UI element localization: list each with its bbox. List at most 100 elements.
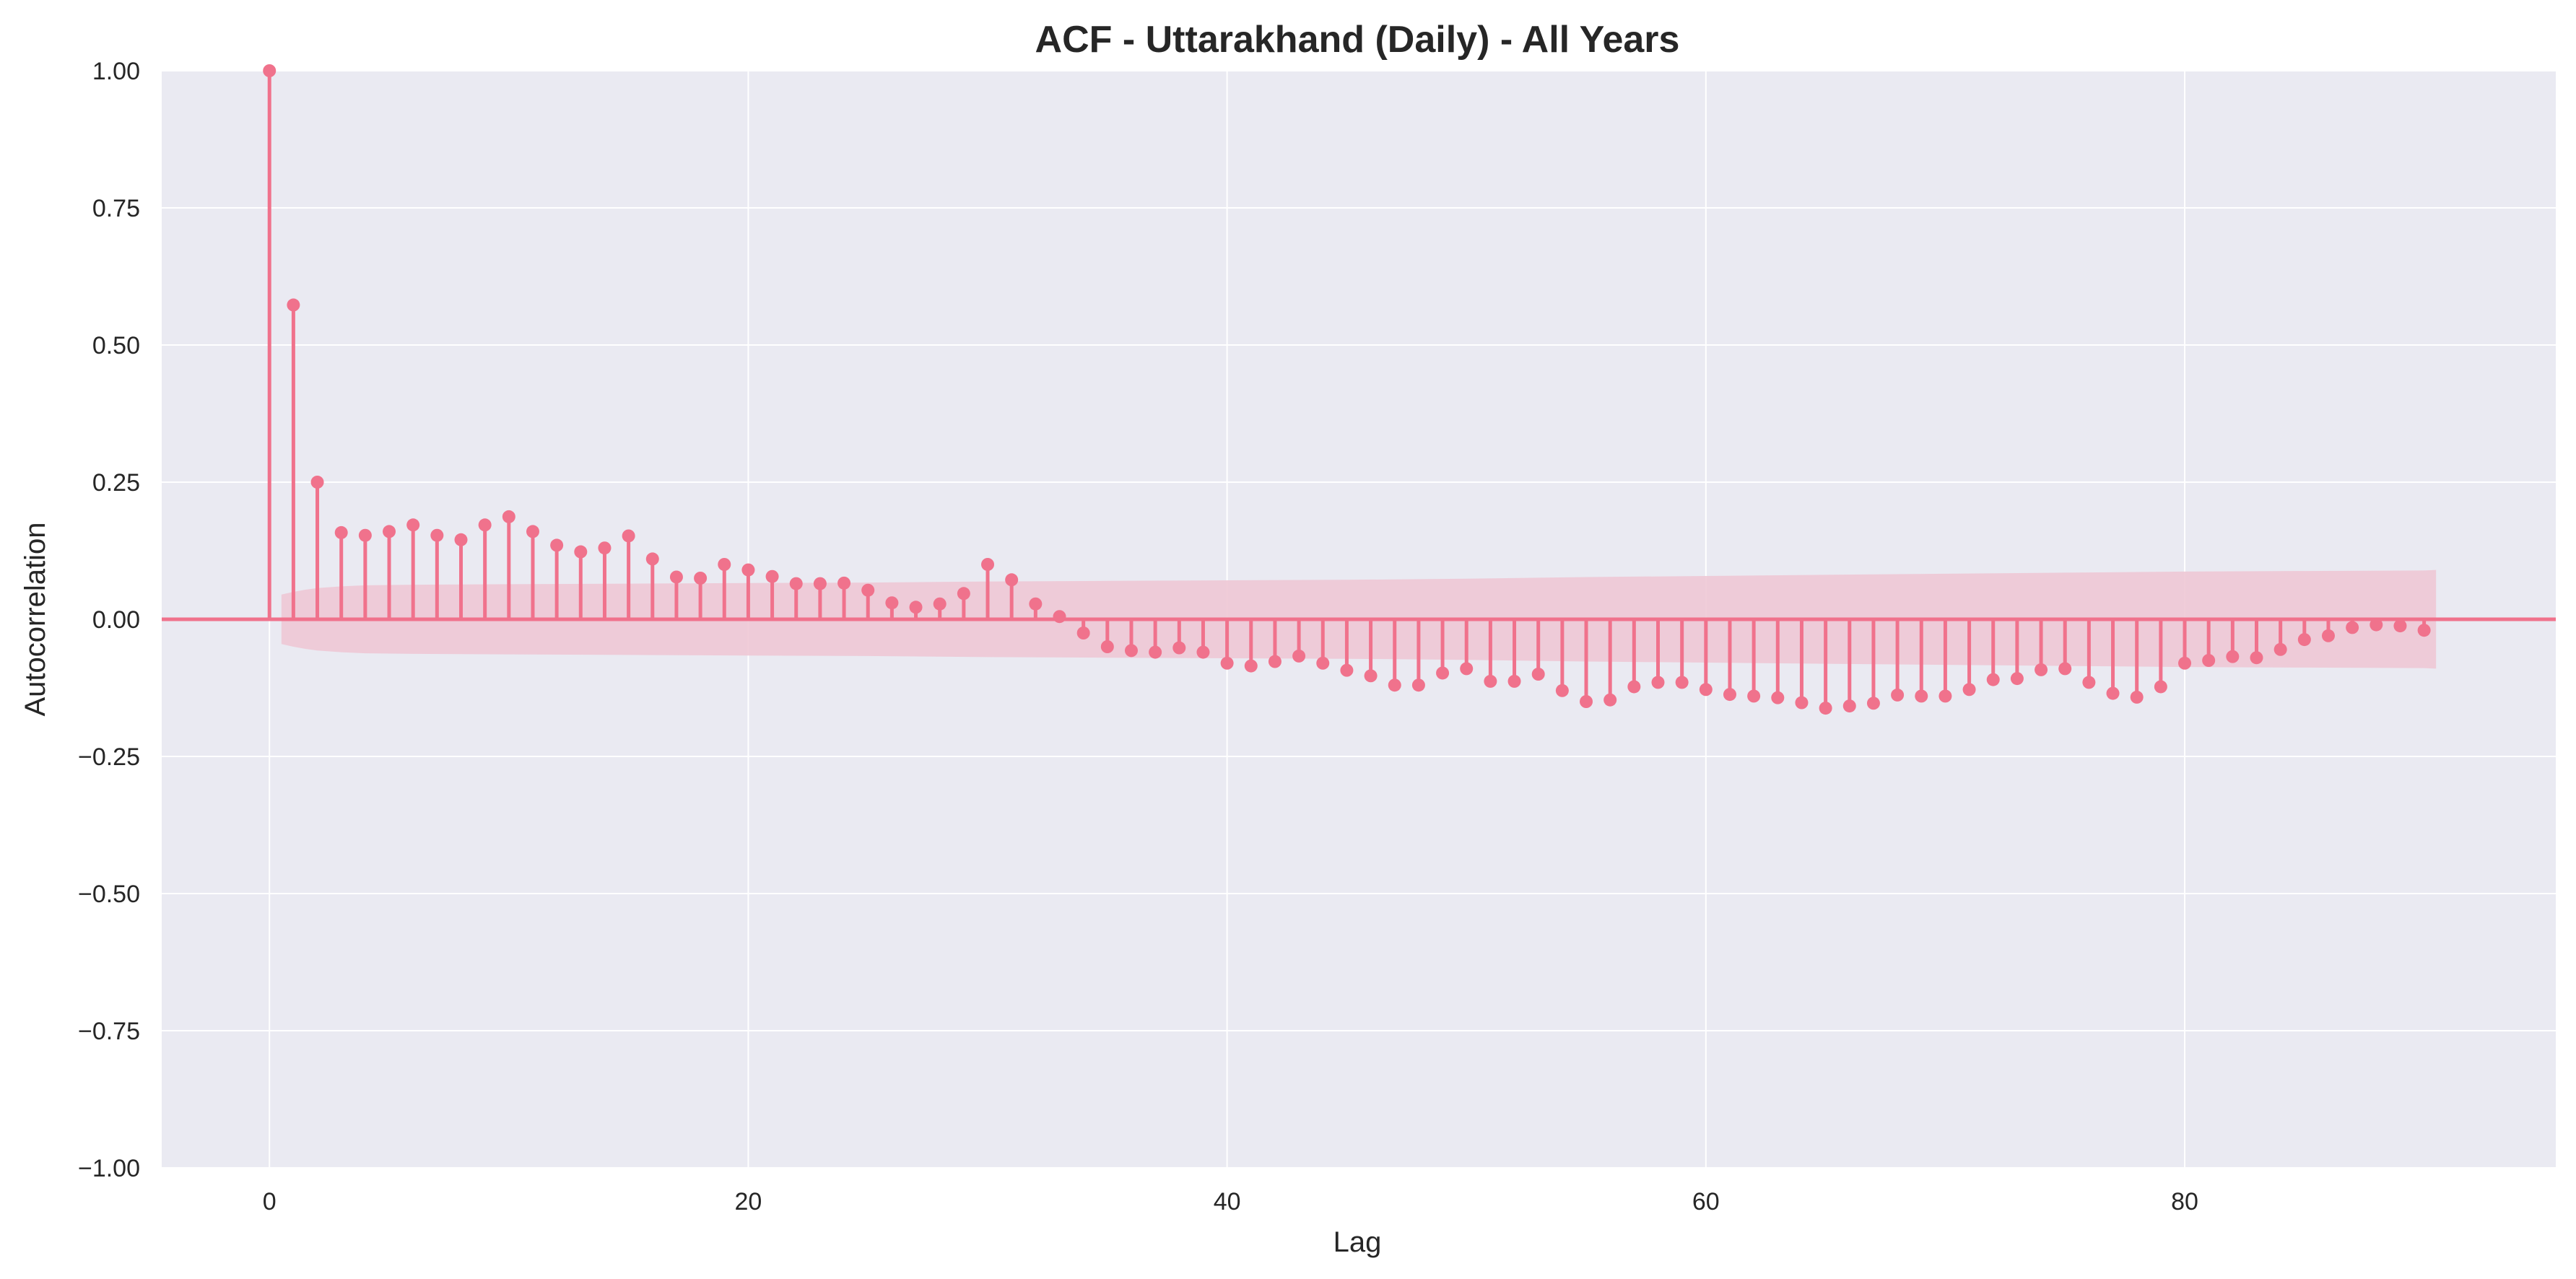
marker-lag-16 (645, 552, 659, 566)
marker-lag-8 (454, 533, 468, 546)
y-tick-label-3: 0.25 (92, 469, 140, 497)
marker-lag-64 (1795, 696, 1809, 710)
y-tick-label-5: −0.25 (78, 743, 140, 771)
marker-lag-37 (1149, 645, 1162, 659)
marker-lag-59 (1675, 676, 1689, 689)
marker-lag-58 (1651, 676, 1665, 689)
marker-lag-41 (1244, 659, 1258, 673)
marker-lag-24 (837, 576, 851, 590)
marker-lag-4 (358, 528, 372, 542)
marker-lag-23 (813, 577, 827, 590)
marker-lag-83 (2250, 651, 2263, 665)
x-tick-label-4: 80 (2171, 1188, 2198, 1215)
marker-lag-11 (526, 525, 539, 538)
y-tick-label-8: −1.00 (78, 1155, 140, 1182)
marker-lag-13 (574, 545, 588, 559)
marker-lag-68 (1891, 688, 1905, 702)
marker-lag-14 (598, 541, 612, 555)
marker-lag-25 (861, 583, 875, 597)
marker-lag-75 (2058, 662, 2072, 676)
marker-lag-30 (981, 558, 995, 571)
y-tick-label-1: 0.75 (92, 195, 140, 222)
marker-lag-38 (1172, 641, 1186, 655)
marker-lag-33 (1053, 610, 1066, 624)
marker-lag-63 (1771, 691, 1785, 704)
marker-lag-73 (2010, 672, 2024, 686)
marker-lag-42 (1268, 655, 1282, 668)
marker-lag-90 (2417, 624, 2431, 637)
marker-lag-54 (1555, 684, 1569, 697)
marker-lag-60 (1699, 683, 1713, 697)
marker-lag-1 (287, 298, 300, 312)
marker-lag-18 (694, 572, 708, 585)
marker-lag-29 (957, 587, 970, 601)
x-tick-label-2: 40 (1214, 1188, 1241, 1215)
x-tick-label-3: 60 (1692, 1188, 1720, 1215)
marker-lag-20 (741, 563, 755, 577)
gridlines (162, 70, 2556, 1169)
marker-lag-82 (2226, 650, 2240, 663)
marker-lag-50 (1460, 662, 1474, 676)
marker-lag-48 (1411, 678, 1425, 692)
marker-lag-55 (1580, 695, 1593, 708)
marker-lag-56 (1604, 693, 1617, 707)
marker-lag-51 (1484, 674, 1497, 688)
marker-lag-36 (1124, 644, 1138, 658)
marker-lag-39 (1196, 645, 1210, 659)
marker-lag-87 (2346, 621, 2359, 634)
x-tick-label-1: 20 (735, 1188, 762, 1215)
marker-lag-7 (430, 528, 444, 542)
marker-lag-69 (1915, 689, 1928, 703)
marker-lag-71 (1962, 683, 1976, 697)
marker-lag-40 (1220, 656, 1234, 670)
marker-lag-27 (909, 601, 923, 614)
marker-lag-43 (1292, 649, 1306, 663)
marker-lag-10 (502, 510, 515, 523)
marker-lag-26 (885, 596, 899, 610)
marker-lag-22 (789, 577, 803, 590)
y-tick-label-7: −0.75 (78, 1018, 140, 1045)
y-tick-label-6: −0.50 (78, 881, 140, 908)
marker-lag-79 (2154, 680, 2167, 694)
marker-lag-12 (550, 538, 564, 552)
y-tick-label-2: 0.50 (92, 332, 140, 359)
marker-lag-61 (1723, 688, 1736, 702)
chart-title: ACF - Uttarakhand (Daily) - All Years (1035, 19, 1680, 61)
marker-lag-76 (2082, 676, 2096, 689)
marker-lag-28 (933, 597, 947, 611)
marker-lag-89 (2393, 619, 2407, 633)
marker-lag-53 (1531, 668, 1545, 681)
marker-lag-46 (1364, 669, 1378, 683)
marker-lag-57 (1627, 680, 1641, 694)
y-axis-ticks: 1.00 0.75 0.50 0.25 0.00 −0.25 −0.50 −0.75 −1.00 (78, 58, 140, 1182)
marker-lag-5 (383, 525, 396, 538)
marker-lag-9 (478, 518, 492, 532)
marker-lag-85 (2297, 633, 2311, 647)
marker-lag-6 (406, 518, 420, 532)
acf-markers (263, 64, 2431, 715)
x-axis-ticks: 0 20 40 60 80 (263, 1188, 2198, 1215)
marker-lag-86 (2321, 629, 2335, 642)
marker-lag-15 (622, 529, 635, 543)
acf-stems (267, 71, 2427, 709)
x-axis-label: Lag (1333, 1226, 1382, 1258)
marker-lag-62 (1747, 689, 1761, 703)
y-tick-label-0: 1.00 (92, 58, 140, 85)
marker-lag-3 (334, 525, 348, 539)
marker-lag-49 (1436, 666, 1450, 680)
marker-lag-77 (2106, 686, 2120, 700)
marker-lag-2 (310, 476, 324, 489)
marker-lag-72 (1986, 673, 2000, 686)
y-tick-label-4: 0.00 (92, 606, 140, 634)
marker-lag-81 (2202, 654, 2216, 667)
marker-lag-52 (1507, 674, 1521, 688)
marker-lag-66 (1842, 699, 1856, 713)
x-tick-label-0: 0 (263, 1188, 277, 1215)
marker-lag-88 (2370, 618, 2383, 632)
marker-lag-84 (2273, 642, 2287, 656)
marker-lag-65 (1819, 702, 1832, 715)
marker-lag-34 (1076, 627, 1090, 640)
marker-lag-47 (1388, 678, 1401, 692)
marker-lag-70 (1938, 689, 1952, 703)
